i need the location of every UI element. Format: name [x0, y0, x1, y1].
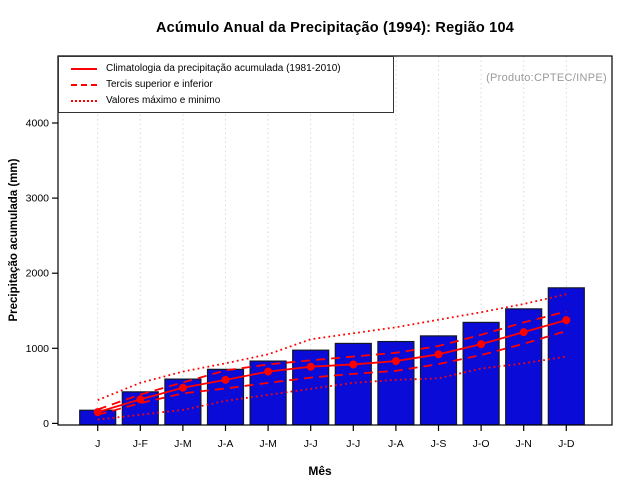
- bar: [206, 368, 245, 426]
- climatology-point: [434, 350, 443, 359]
- x-tick-label: J-J: [346, 438, 360, 450]
- produto-watermark: (Produto:CPTEC/INPE): [486, 72, 607, 84]
- climatology-point: [349, 360, 358, 369]
- x-tick-label: J: [95, 438, 100, 450]
- legend-label: Tercis superior e inferior: [106, 79, 213, 90]
- climatology-point: [264, 367, 273, 376]
- y-tick-label: 2000: [26, 268, 50, 280]
- bar: [292, 349, 330, 426]
- x-tick-label: J-A: [388, 438, 404, 450]
- x-tick-label: J-F: [133, 438, 148, 450]
- x-tick-label: J-O: [473, 438, 490, 450]
- y-tick-label: 3000: [26, 193, 50, 205]
- legend-label: Climatologia da precipitação acumulada (…: [106, 63, 341, 74]
- x-tick-label: J-D: [558, 438, 575, 450]
- legend-item-terciles: Tercis superior e inferior: [71, 78, 393, 92]
- dotted-red-line-icon: [71, 99, 97, 102]
- climatology-point: [562, 316, 571, 325]
- x-tick-label: J-J: [304, 438, 318, 450]
- x-tick-label: J-M: [259, 438, 277, 450]
- climatology-point: [391, 357, 400, 366]
- y-tick-label: 0: [43, 418, 49, 430]
- chart-title: Acúmulo Anual da Precipitação (1994): Re…: [156, 20, 514, 36]
- climatology-point: [93, 408, 102, 417]
- legend-label: Valores máximo e minimo: [106, 95, 221, 106]
- x-tick-label: J-S: [431, 438, 447, 450]
- chart-legend: Climatologia da precipitação acumulada (…: [58, 56, 394, 113]
- legend-item-climatology: Climatologia da precipitação acumulada (…: [71, 62, 393, 76]
- climatology-point: [519, 328, 528, 337]
- climatology-point: [221, 375, 230, 384]
- climatology-point: [178, 383, 187, 392]
- series-line-dashed: [97, 330, 567, 416]
- x-tick-label: J-N: [516, 438, 532, 450]
- x-tick-label: J-M: [174, 438, 192, 450]
- y-tick-label: 1000: [26, 343, 50, 355]
- bar: [419, 335, 458, 426]
- x-axis-title: Mês: [308, 464, 332, 478]
- climatology-point: [136, 395, 145, 404]
- bar: [377, 340, 415, 426]
- y-tick-label: 4000: [26, 118, 50, 130]
- x-tick-label: J-A: [218, 438, 234, 450]
- dashed-red-line-icon: [71, 83, 97, 86]
- series-line-dashed: [97, 310, 567, 411]
- series-line-solid: [97, 319, 567, 413]
- y-axis-title: Precipitação acumulada (mm): [8, 158, 20, 322]
- bar: [462, 321, 500, 426]
- climatology-point: [306, 362, 315, 371]
- legend-item-max-min: Valores máximo e minimo: [71, 94, 393, 108]
- climatology-point: [477, 340, 486, 349]
- solid-red-line-icon: [71, 67, 97, 70]
- bar: [547, 287, 585, 426]
